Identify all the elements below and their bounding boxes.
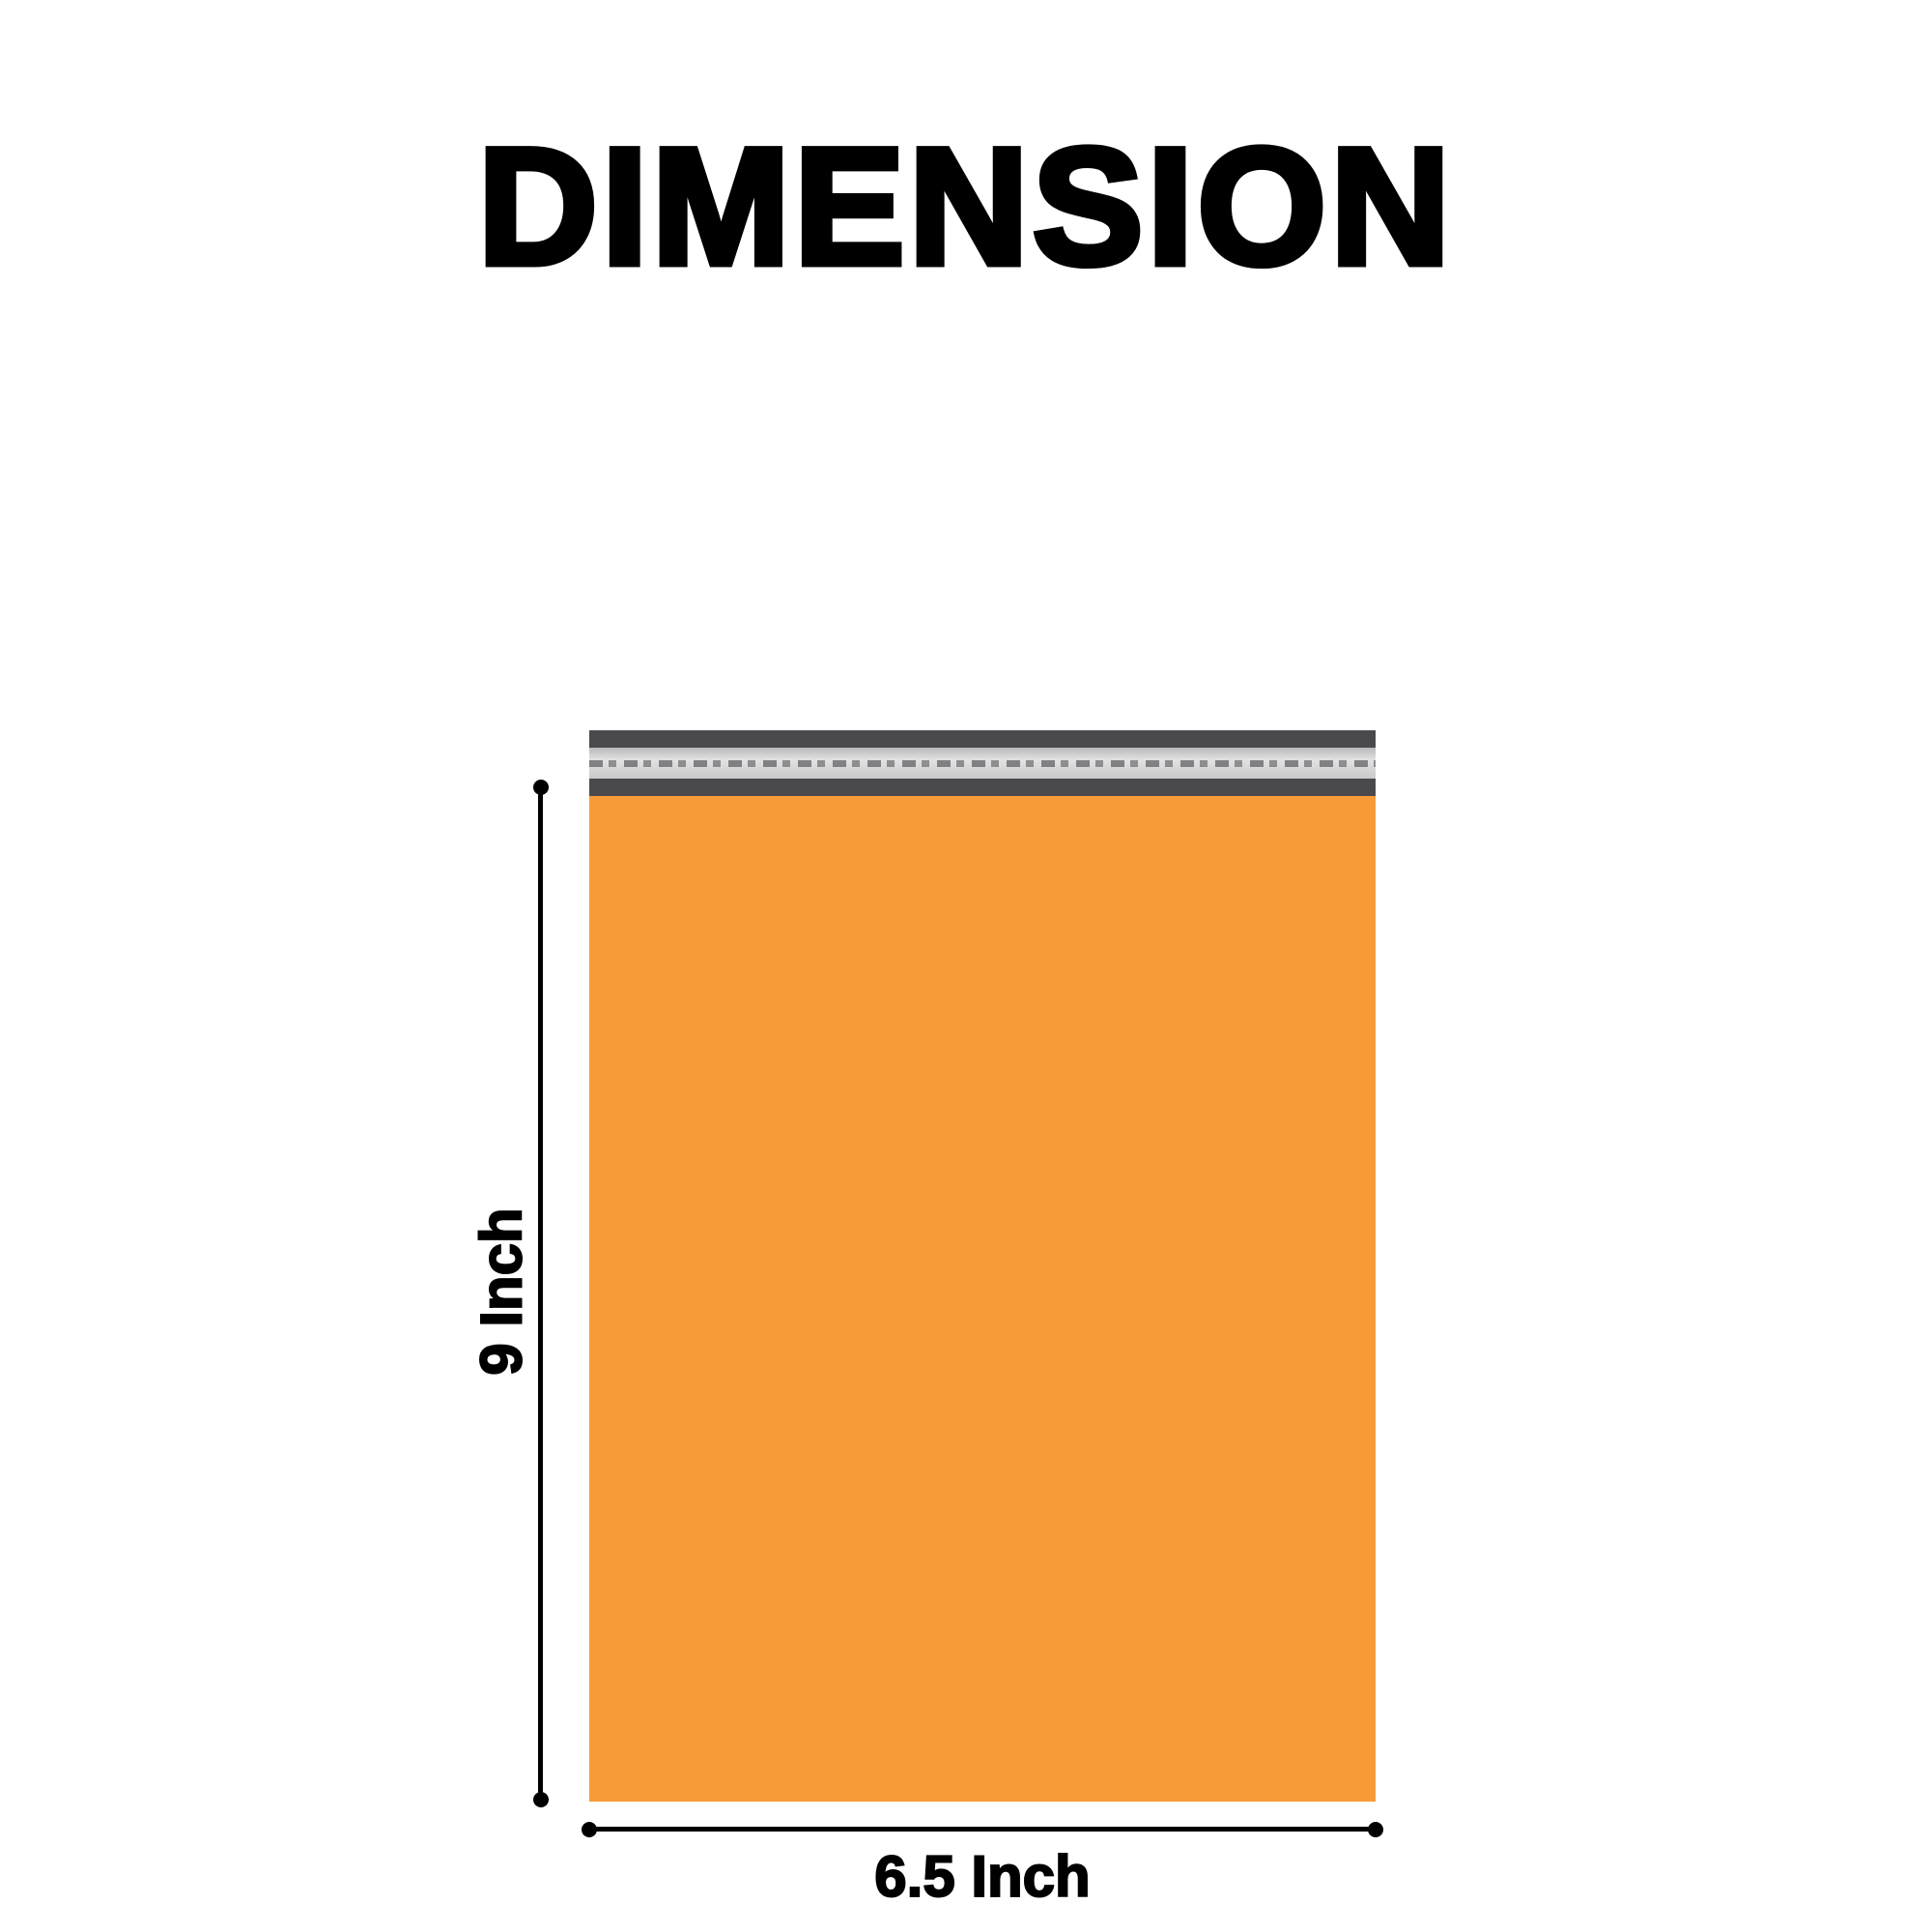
- tape-print: [589, 760, 1376, 767]
- width-line-right-endpoint: [1368, 1822, 1383, 1837]
- height-label: 9 Inch: [469, 1207, 535, 1376]
- width-label: 6.5 Inch: [873, 1843, 1091, 1910]
- width-dimension-line: [589, 1827, 1376, 1832]
- page-title: DIMENSION: [474, 114, 1455, 299]
- height-line-top-endpoint: [533, 780, 549, 795]
- adhesive-tape: [589, 748, 1376, 779]
- poly-mailer-bag: [589, 730, 1376, 1802]
- height-line-bottom-endpoint: [533, 1792, 549, 1807]
- width-line-left-endpoint: [582, 1822, 597, 1837]
- seal-strip: [589, 730, 1376, 796]
- height-dimension-line: [538, 787, 543, 1800]
